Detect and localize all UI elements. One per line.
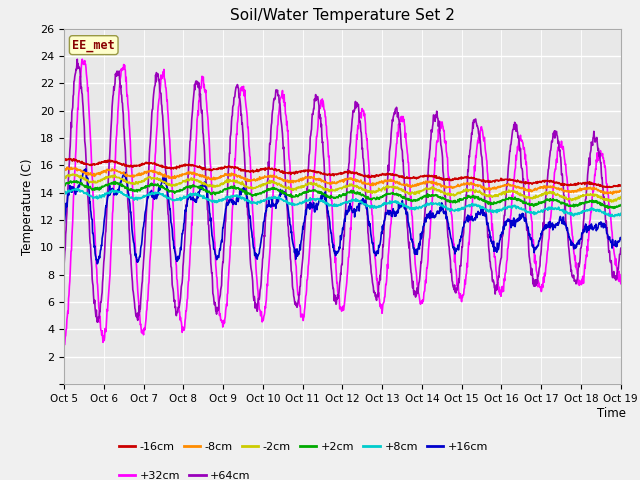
Text: EE_met: EE_met (72, 39, 115, 52)
Title: Soil/Water Temperature Set 2: Soil/Water Temperature Set 2 (230, 9, 455, 24)
Legend: +32cm, +64cm: +32cm, +64cm (114, 466, 255, 480)
Y-axis label: Temperature (C): Temperature (C) (22, 158, 35, 255)
X-axis label: Time: Time (597, 407, 627, 420)
